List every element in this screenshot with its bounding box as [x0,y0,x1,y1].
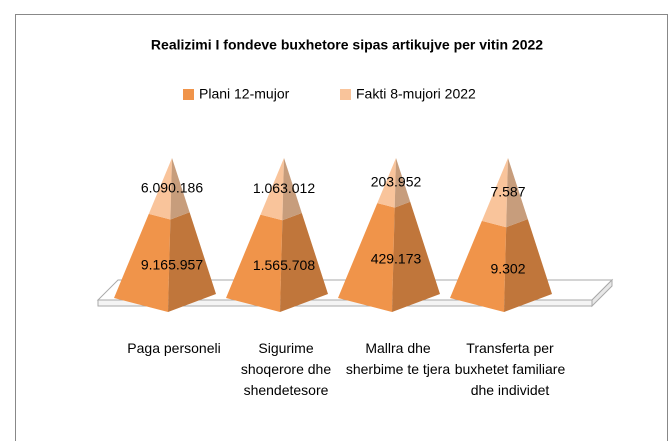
data-label: 1.565.708 [253,257,315,273]
x-tick-label: Transferta per buxhetet familiare dhe in… [454,340,566,398]
pyramid-segment [260,158,302,221]
pyramid-segment [148,158,190,220]
pyramid-face [260,158,284,221]
pyramid-face [377,158,396,208]
pyramid-segment [377,158,411,208]
chart-title: Realizimi I fondeve buxhetore sipas arti… [151,37,543,53]
data-label: 6.090.186 [141,179,203,195]
pyramid-face [114,213,171,312]
pyramid-face [450,220,507,312]
pyramid-segment [338,201,440,312]
pyramid-face [338,203,395,312]
data-label: 9.302 [490,260,525,276]
pyramid-segment [450,219,552,312]
data-label: 1.063.012 [253,180,315,196]
floor-side [591,278,613,308]
pyramid-face [168,212,216,312]
legend-label: Fakti 8-mujori 2022 [356,86,476,102]
x-tick-label: Paga personeli [127,340,221,356]
pyramid-segment [481,158,528,228]
pyramid-face [504,219,552,312]
pyramid-face [392,201,440,312]
pyramid-face [170,158,190,220]
pyramid-face [506,158,528,228]
data-label: 9.165.957 [141,256,203,272]
pyramid-face [280,213,328,312]
pyramid-face [394,158,411,208]
legend-swatch [340,89,351,100]
pyramid-face [226,214,283,312]
data-label: 429.173 [371,251,422,267]
pyramid-face [148,158,172,220]
data-label: 7.587 [490,183,525,199]
data-label: 203.952 [371,174,422,190]
x-tick-label: Mallra dhe sherbime te tjera [345,340,451,377]
pyramid-face [282,158,302,221]
legend-label: Plani 12-mujor [199,86,290,102]
legend-swatch [183,89,194,100]
chart-border [15,14,668,441]
pyramid-segment [114,212,216,312]
x-tick-label: Sigurime shoqerore dhe shendetesore [240,340,332,398]
pyramid-face [481,158,508,228]
pyramid-segment [226,213,328,312]
